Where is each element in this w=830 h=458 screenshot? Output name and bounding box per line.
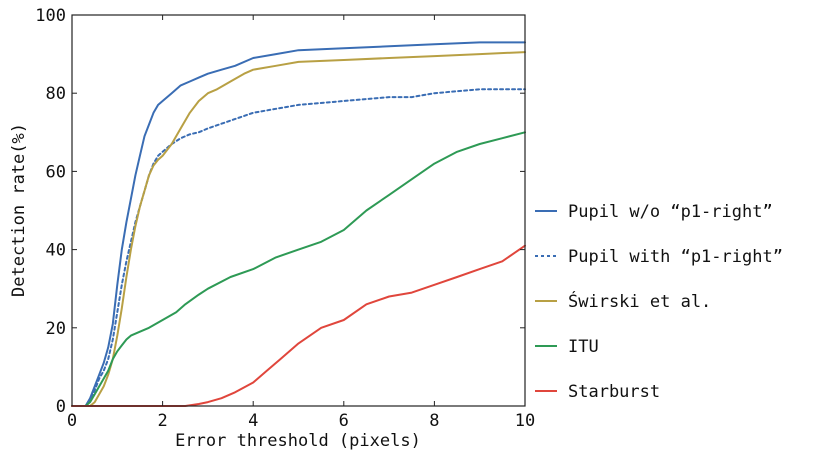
series-layer xyxy=(71,41,526,407)
y-tick-label: 80 xyxy=(46,84,66,104)
x-tick-label: 2 xyxy=(157,411,167,431)
legend: Pupil w/o “p1-right” Pupil with “p1-right… xyxy=(535,202,783,402)
legend-label-3: Świrski et al. xyxy=(568,290,711,312)
legend-label-5: Starburst xyxy=(568,382,660,402)
x-axis-title: Error threshold (pixels) xyxy=(175,431,421,451)
x-tick-label: 4 xyxy=(248,411,258,431)
y-tick-label: 60 xyxy=(46,162,66,182)
x-tick-label: 8 xyxy=(429,411,439,431)
y-tick-label: 100 xyxy=(35,6,66,26)
y-tick-label: 40 xyxy=(46,241,66,261)
legend-label-1: Pupil w/o “p1-right” xyxy=(568,202,773,222)
series-line-1 xyxy=(71,41,526,407)
series-line-5 xyxy=(71,244,526,407)
y-tick-label: 0 xyxy=(56,397,66,417)
legend-label-4: ITU xyxy=(568,337,599,357)
x-tick-label: 0 xyxy=(67,411,77,431)
series-line-2 xyxy=(71,88,526,407)
series-line-4 xyxy=(71,131,526,407)
legend-label-2: Pupil with “p1-right” xyxy=(568,247,783,267)
x-tick-label: 6 xyxy=(339,411,349,431)
x-tick-label: 10 xyxy=(515,411,535,431)
plot-frame xyxy=(71,14,526,407)
y-axis-title: Detection rate(%) xyxy=(9,123,29,297)
y-tick-label: 20 xyxy=(46,319,66,339)
